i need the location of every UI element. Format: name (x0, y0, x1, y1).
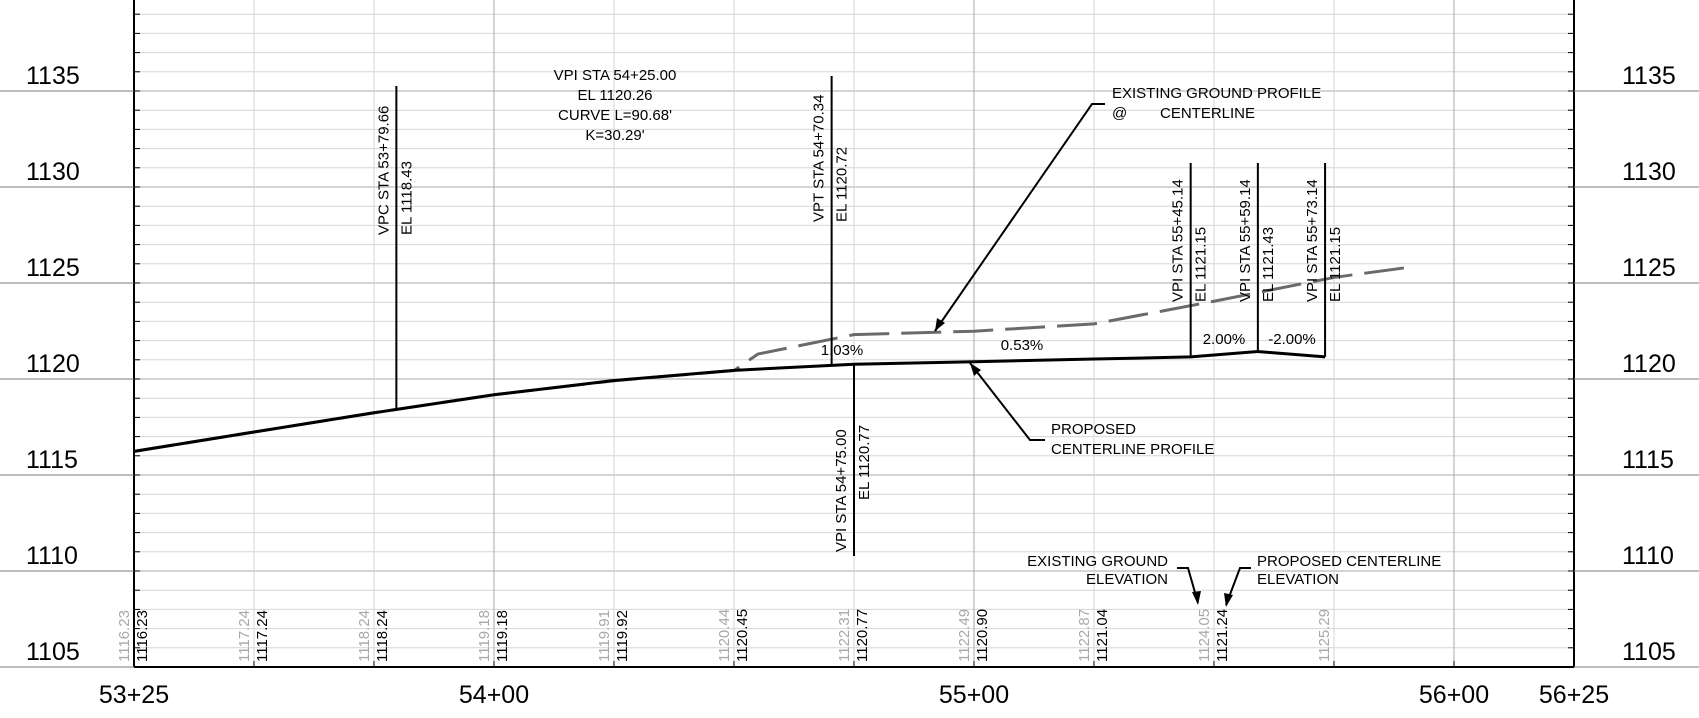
elevation-label-right: 1125 (1622, 254, 1676, 282)
existing-elevation-value: 1119.91 (596, 610, 613, 662)
existing-elevation-value: 1122.31 (836, 609, 853, 662)
vpc-station: VPC STA 53+79.66 (375, 106, 392, 235)
existing-elevation-value: 1117.24 (236, 610, 253, 662)
bottom-elevation-row: 1116.23 1116.23 1117.24 1117.24 1118.24 1118.… (116, 609, 1333, 662)
station-label: 54+00 (459, 681, 529, 709)
proposed-elevation-value: 1120.90 (974, 609, 991, 662)
station-label: 56+00 (1419, 681, 1489, 709)
proposed-elevation-value: 1121.24 (1214, 609, 1231, 662)
existing-ground-elevation-callout: ELEVATION (1086, 571, 1168, 588)
vpi-curve-note: CURVE L=90.68' (558, 107, 672, 124)
vpi-55-73-station: VPI STA 55+73.14 (1304, 179, 1321, 302)
proposed-centerline-elevation-callout: PROPOSED CENTERLINE (1257, 553, 1441, 570)
proposed-elevation-value: 1121.04 (1094, 609, 1111, 662)
existing-ground-elevation-callout: EXISTING GROUND (1027, 553, 1168, 570)
station-axis: 53+25 54+00 55+00 56+00 56+25 (99, 681, 1609, 709)
vpi-54-75-station: VPI STA 54+75.00 (833, 429, 850, 552)
vpi-curve-note: EL 1120.26 (577, 87, 652, 104)
existing-elevation-value: 1122.87 (1076, 609, 1093, 662)
proposed-elevation-value: 1119.18 (494, 610, 511, 662)
existing-elevation-value: 1125.29 (1316, 609, 1333, 662)
vpi-curve-note: K=30.29' (585, 127, 644, 144)
existing-elevation-value: 1122.49 (956, 609, 973, 662)
annotations: VPI STA 54+25.00 EL 1120.26 CURVE L=90.68'… (375, 67, 1441, 607)
vpi-55-73-elevation: EL 1121.15 (1327, 227, 1344, 302)
grade-label: 1.03% (821, 342, 864, 359)
proposed-elevation-value: 1120.77 (854, 609, 871, 662)
proposed-profile-callout: PROPOSED (1051, 421, 1136, 438)
elevation-label-right: 1105 (1622, 638, 1676, 666)
proposed-elevation-value: 1119.92 (614, 610, 631, 662)
grade-label: 2.00% (1203, 331, 1246, 348)
frame (133, 0, 1575, 668)
vpt-elevation: EL 1120.72 (834, 147, 851, 222)
existing-elevation-value: 1119.18 (476, 610, 493, 662)
elevation-label-left: 1135 (26, 62, 80, 90)
vpi-55-45-elevation: EL 1121.15 (1193, 227, 1210, 302)
station-label: 53+25 (99, 681, 169, 709)
vpi-55-59-elevation: EL 1121.43 (1260, 227, 1277, 302)
existing-ground-profile-callout: EXISTING GROUND PROFILE (1112, 85, 1321, 102)
elevation-label-right: 1120 (1622, 350, 1676, 378)
elevation-axis: 1135 1135 1130 1130 1125 1125 1120 1120 1115 1115… (0, 62, 1699, 668)
existing-elevation-value: 1124.05 (1196, 609, 1213, 662)
station-label: 56+25 (1539, 681, 1609, 709)
elevation-label-left: 1125 (26, 254, 80, 282)
proposed-centerline-profile-line (133, 350, 1326, 453)
vpi-curve-note: VPI STA 54+25.00 (554, 67, 677, 84)
vpi-55-59-station: VPI STA 55+59.14 (1237, 179, 1254, 302)
vpc-elevation: EL 1118.43 (398, 161, 415, 235)
station-label: 55+00 (939, 681, 1009, 709)
existing-elevation-value: 1118.24 (356, 610, 373, 662)
proposed-elevation-value: 1118.24 (374, 610, 391, 662)
proposed-elevation-value: 1117.24 (254, 610, 271, 662)
elevation-label-left: 1110 (26, 542, 78, 570)
elevation-label-left: 1105 (26, 638, 80, 666)
elevation-label-left: 1130 (26, 158, 80, 186)
proposed-profile-callout: CENTERLINE PROFILE (1051, 441, 1214, 458)
vpi-54-75-elevation: EL 1120.77 (856, 425, 873, 500)
elevation-label-right: 1115 (1622, 446, 1674, 474)
elevation-label-right: 1130 (1622, 158, 1676, 186)
elevation-label-left: 1115 (26, 446, 78, 474)
existing-ground-profile-callout: CENTERLINE (1160, 105, 1255, 122)
elevation-label-right: 1135 (1622, 62, 1676, 90)
elevation-label-left: 1120 (26, 350, 80, 378)
existing-ground-profile-callout: @ (1112, 105, 1127, 122)
existing-elevation-value: 1116.23 (116, 610, 133, 662)
grade-label: 0.53% (1001, 337, 1044, 354)
proposed-centerline-elevation-callout: ELEVATION (1257, 571, 1339, 588)
vpi-55-45-station: VPI STA 55+45.14 (1170, 179, 1187, 302)
proposed-elevation-value: 1120.45 (734, 609, 751, 662)
elevation-label-right: 1110 (1622, 542, 1674, 570)
vpt-station: VPT STA 54+70.34 (811, 95, 828, 222)
profiles (133, 266, 1407, 453)
existing-elevation-value: 1120.44 (716, 609, 733, 662)
grade-label: -2.00% (1268, 331, 1316, 348)
proposed-elevation-value: 1116.23 (134, 610, 151, 662)
